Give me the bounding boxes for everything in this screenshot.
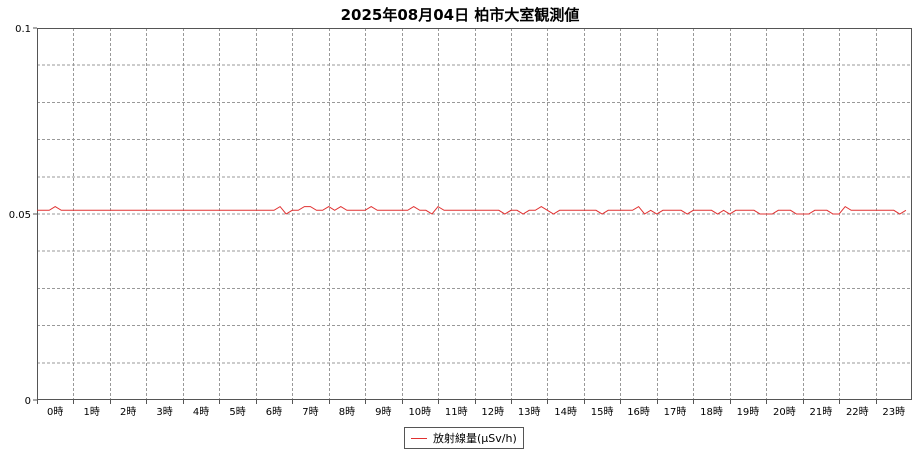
- x-tick-label: 19時: [737, 406, 760, 418]
- tick-labels: 0 0.05 0.1 0時 1時 2時 3時 4時 5時 6時 7時 8時 9時 10時 11時 12時 13時…: [9, 24, 905, 418]
- x-tick-label: 21時: [809, 406, 832, 418]
- x-tick-label: 11時: [445, 406, 468, 418]
- x-tick-label: 20時: [773, 406, 796, 418]
- plot-frame: [37, 28, 912, 400]
- x-tick-label: 2時: [120, 406, 136, 418]
- legend: 放射線量(μSv/h): [404, 427, 524, 449]
- axes: [33, 27, 912, 404]
- grid-lines: [37, 28, 912, 400]
- y-tick-label: 0.1: [15, 24, 31, 35]
- chart-title: 2025年08月04日 柏市大室観測値: [340, 6, 580, 24]
- x-tick-label: 16時: [627, 406, 650, 418]
- x-tick-label: 12時: [481, 406, 504, 418]
- x-tick-label: 1時: [84, 406, 100, 418]
- x-tick-label: 23時: [882, 406, 905, 418]
- x-tick-label: 9時: [375, 406, 391, 418]
- x-tick-label: 10時: [408, 406, 431, 418]
- x-tick-label: 13時: [518, 406, 541, 418]
- x-tick-label: 4時: [193, 406, 209, 418]
- x-tick-label: 7時: [302, 406, 318, 418]
- x-tick-label: 3時: [156, 406, 172, 418]
- y-tick-label: 0.05: [9, 210, 31, 221]
- x-tick-label: 14時: [554, 406, 577, 418]
- series-line: [37, 205, 907, 215]
- x-tick-label: 22時: [846, 406, 869, 418]
- x-tick-label: 6時: [266, 406, 282, 418]
- legend-swatch: [411, 437, 427, 439]
- x-tick-label: 8時: [339, 406, 355, 418]
- x-tick-label: 18時: [700, 406, 723, 418]
- y-tick-label: 0: [25, 396, 31, 407]
- x-tick-label: 15時: [591, 406, 614, 418]
- series-layer: [37, 205, 907, 215]
- legend-label: 放射線量(μSv/h): [433, 432, 517, 445]
- x-tick-label: 17時: [664, 406, 687, 418]
- x-tick-label: 5時: [229, 406, 245, 418]
- x-tick-label: 0時: [47, 406, 63, 418]
